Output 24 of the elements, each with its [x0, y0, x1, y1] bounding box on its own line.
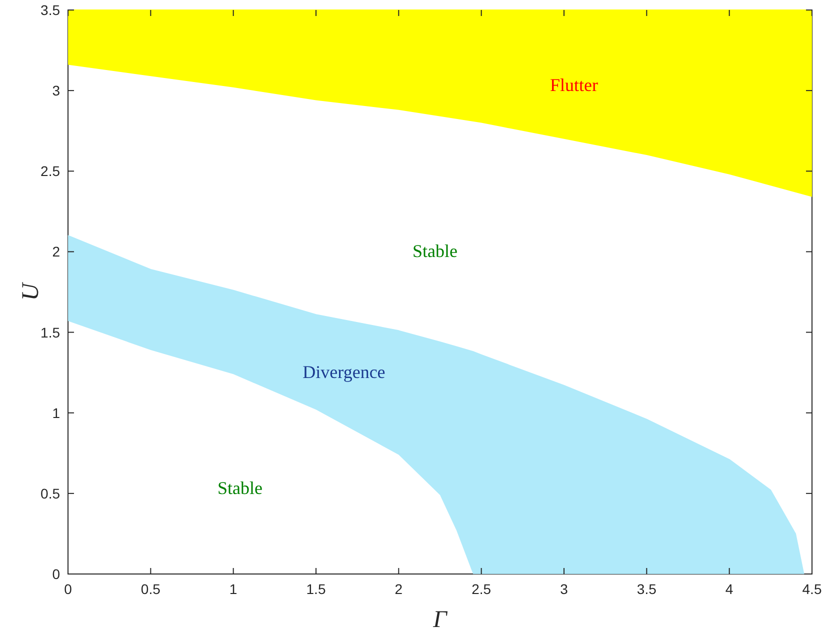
x-tick-label: 1.5: [306, 581, 326, 597]
y-tick-label: 2.5: [40, 163, 60, 180]
y-tick-label: 2: [52, 244, 60, 260]
y-tick-label: 0: [52, 566, 60, 582]
x-tick-label: 2.5: [472, 581, 492, 597]
x-tick-label: 3.5: [636, 581, 657, 597]
annotation: Stable: [218, 478, 262, 498]
x-tick-label: 0: [64, 581, 72, 597]
y-tick-label: 3: [52, 82, 60, 99]
annotation: Stable: [412, 241, 458, 261]
y-tick-label: 3.5: [40, 2, 60, 18]
annotation: Divergence: [302, 362, 386, 382]
x-tick-label: 0.5: [140, 581, 161, 597]
x-tick-label: 2: [394, 581, 403, 597]
x-tick-label: 1: [229, 581, 238, 597]
y-tick-label: 0.5: [40, 485, 60, 502]
y-axis-title: U: [18, 282, 44, 301]
x-tick-label: 4: [725, 581, 734, 597]
y-tick-label: 1.5: [40, 324, 60, 340]
x-tick-label: 4.5: [802, 581, 822, 597]
x-tick-label: 3: [560, 581, 568, 597]
annotation: Flutter: [550, 75, 598, 95]
y-tick-label: 1: [52, 404, 60, 421]
x-axis-title: Γ: [432, 607, 448, 633]
